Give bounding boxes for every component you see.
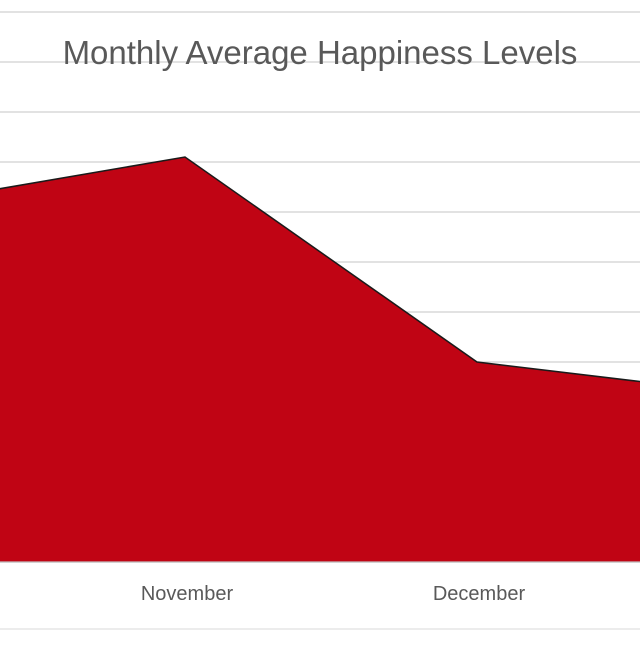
chart-title: Monthly Average Happiness Levels [0, 34, 640, 72]
area-series [0, 157, 640, 562]
x-axis: November December [0, 562, 640, 629]
x-tick-label: November [141, 583, 234, 605]
area-fill [0, 157, 640, 562]
x-tick-label: December [433, 583, 526, 605]
